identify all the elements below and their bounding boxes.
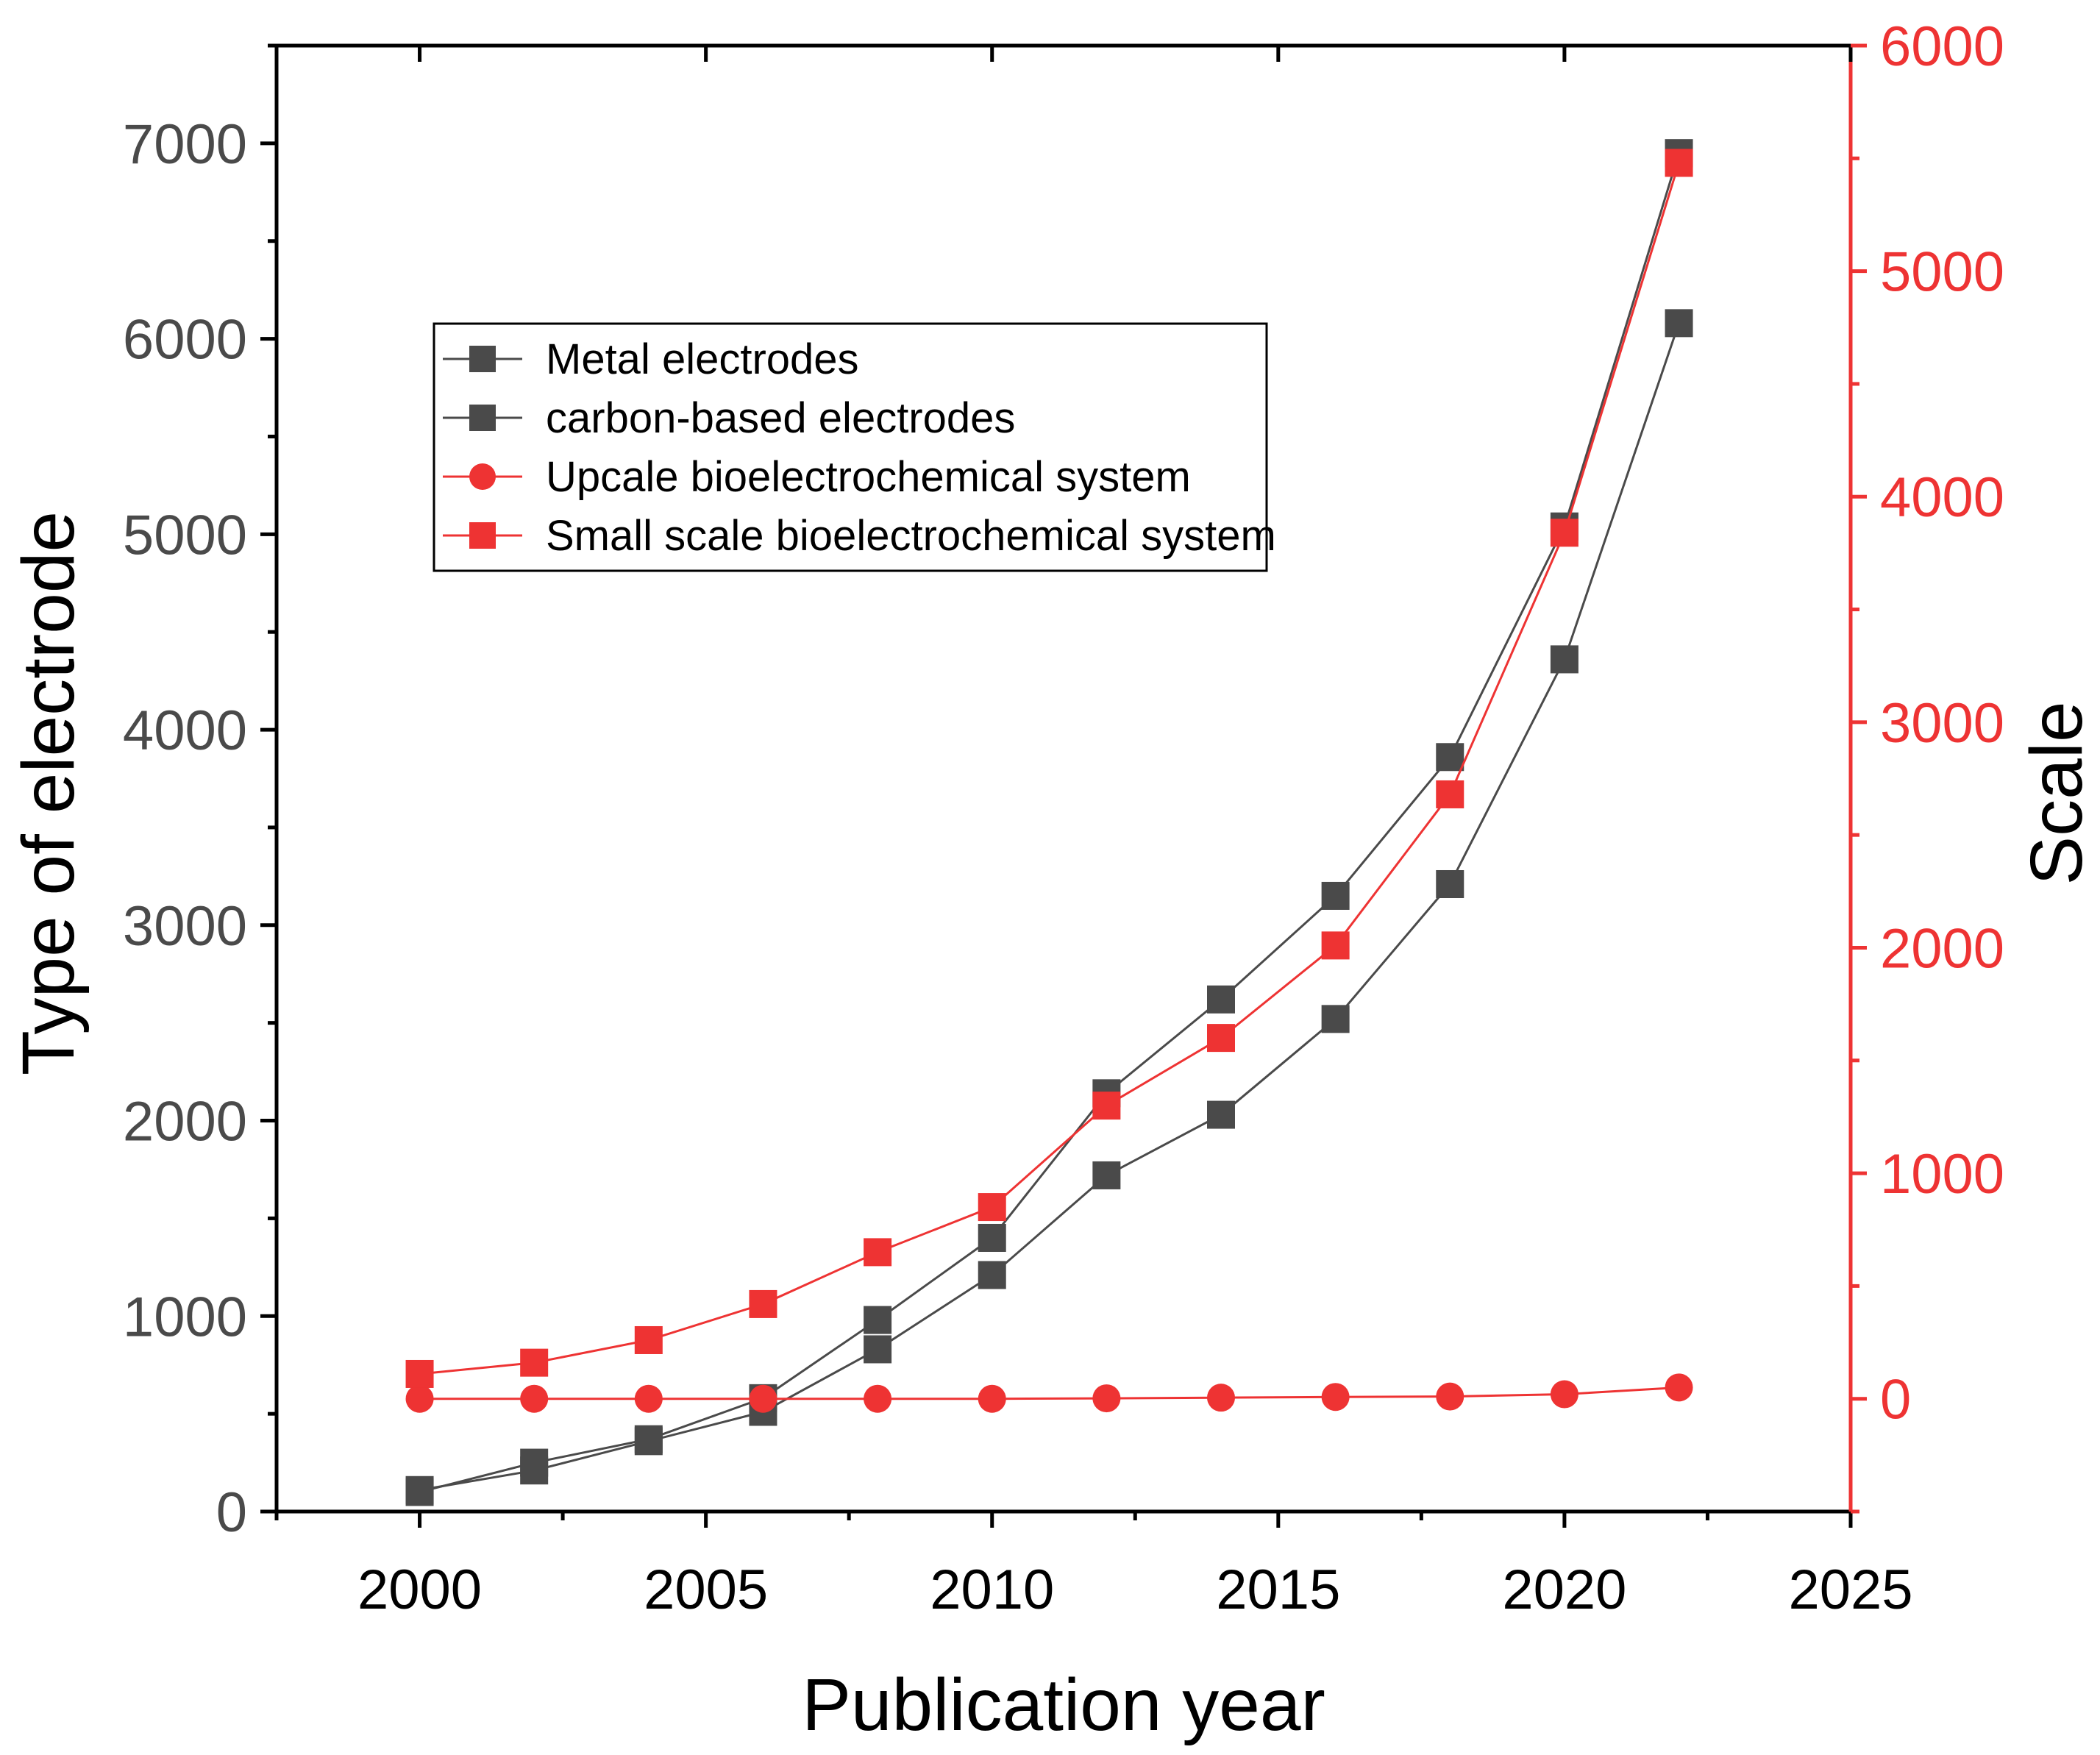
legend-entry: Metal electrodes xyxy=(443,335,859,383)
y-tick-label: 5000 xyxy=(123,504,247,566)
data-point xyxy=(1550,1380,1578,1409)
x-tick-label: 2000 xyxy=(357,1559,482,1621)
legend-box xyxy=(433,322,1268,572)
data-point xyxy=(520,1456,549,1485)
y-tick-label: 0 xyxy=(216,1481,247,1544)
data-point xyxy=(864,1335,892,1364)
data-point xyxy=(1436,743,1464,772)
legend-label: Small scale bioelectrochemical system xyxy=(546,512,1276,560)
y-axis-title: Type of electrode xyxy=(7,511,90,1075)
x-tick-label: 2005 xyxy=(644,1559,768,1621)
labels-layer: Publication year Type of electrode Scale xyxy=(7,511,2098,1746)
data-point xyxy=(1665,309,1693,338)
legend-marker xyxy=(469,405,496,431)
y-tick-label: 6000 xyxy=(123,309,247,371)
legend-label: Metal electrodes xyxy=(546,335,859,383)
data-point xyxy=(1321,1005,1350,1033)
data-point xyxy=(405,1384,434,1413)
y2-tick-label: 2000 xyxy=(1880,917,2004,980)
series-line xyxy=(419,152,1680,1493)
series-layer xyxy=(405,139,1693,1506)
data-point xyxy=(1550,645,1578,674)
y2-axis-title: Scale xyxy=(2015,701,2098,885)
x-tick-label: 2010 xyxy=(930,1559,1054,1621)
legend-entry: carbon-based electrodes xyxy=(443,394,1015,442)
data-point xyxy=(978,1223,1006,1252)
data-point xyxy=(1550,519,1578,547)
data-point xyxy=(1207,1024,1235,1053)
series-3 xyxy=(405,1373,1693,1413)
data-point xyxy=(520,1348,549,1377)
y2-tick-label: 4000 xyxy=(1880,466,2004,529)
series-line xyxy=(419,162,1680,1375)
data-point xyxy=(520,1384,549,1413)
y-tick-label: 7000 xyxy=(123,113,247,176)
data-point xyxy=(978,1261,1006,1289)
data-point xyxy=(405,1475,434,1504)
data-point xyxy=(1321,1383,1350,1412)
data-point xyxy=(405,1359,434,1388)
legend-entry: Small scale bioelectrochemical system xyxy=(443,512,1276,560)
y2-tick-label: 1000 xyxy=(1880,1143,2004,1206)
y-tick-label: 2000 xyxy=(123,1091,247,1153)
data-point xyxy=(978,1193,1006,1222)
legend-marker xyxy=(469,463,496,490)
data-point xyxy=(749,1384,777,1413)
series-4 xyxy=(405,149,1693,1388)
x-tick-label: 2015 xyxy=(1216,1559,1340,1621)
data-point xyxy=(1321,881,1350,910)
data-point xyxy=(978,1384,1006,1413)
data-point xyxy=(1436,869,1464,898)
data-point xyxy=(864,1384,892,1413)
data-point xyxy=(1207,985,1235,1014)
legend-marker xyxy=(469,522,496,549)
data-point xyxy=(1321,931,1350,960)
data-point xyxy=(1092,1092,1121,1120)
y-tick-label: 3000 xyxy=(123,895,247,958)
data-point xyxy=(634,1384,663,1413)
y2-tick-label: 0 xyxy=(1880,1369,1911,1431)
data-point xyxy=(864,1306,892,1334)
data-point xyxy=(1092,1384,1121,1413)
data-point xyxy=(1436,1382,1464,1411)
series-2 xyxy=(405,309,1693,1504)
x-tick-label: 2020 xyxy=(1502,1559,1626,1621)
x-tick-label: 2025 xyxy=(1788,1559,1912,1621)
y2-tick-label: 6000 xyxy=(1880,15,2004,78)
x-axis-title: Publication year xyxy=(802,1664,1325,1746)
data-point xyxy=(634,1325,663,1354)
legend-items: Metal electrodes carbon-based electrodes U… xyxy=(443,335,1276,560)
data-point xyxy=(1436,780,1464,808)
axes-layer: 2000 2005 2010 2015 2020 2025 0 1000 2000 3000 400… xyxy=(123,15,2004,1621)
y2-tick-label: 5000 xyxy=(1880,241,2004,304)
data-point xyxy=(1207,1100,1235,1129)
legend-label: carbon-based electrodes xyxy=(546,394,1015,442)
data-point xyxy=(749,1289,777,1318)
y-tick-label: 4000 xyxy=(123,699,247,762)
data-point xyxy=(1207,1384,1235,1412)
legend-label: Upcale bioelectrochemical system xyxy=(546,453,1191,501)
data-point xyxy=(864,1238,892,1267)
data-point xyxy=(1665,149,1693,177)
y-tick-label: 1000 xyxy=(123,1286,247,1348)
data-point xyxy=(1665,1373,1693,1402)
legend-entry: Upcale bioelectrochemical system xyxy=(443,453,1191,501)
data-point xyxy=(634,1427,663,1456)
series-line xyxy=(419,322,1680,1492)
y2-tick-label: 3000 xyxy=(1880,692,2004,755)
legend: Metal electrodes carbon-based electrodes U… xyxy=(433,322,1276,572)
legend-marker xyxy=(469,346,496,372)
series-line xyxy=(419,1386,1679,1400)
data-point xyxy=(1092,1161,1121,1189)
